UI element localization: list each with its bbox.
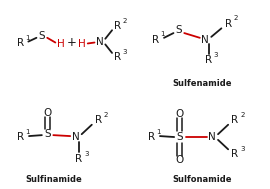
Text: S: S bbox=[39, 31, 45, 41]
Text: 2: 2 bbox=[104, 112, 108, 118]
Text: R: R bbox=[205, 56, 212, 65]
Text: N: N bbox=[201, 35, 209, 45]
Text: 1: 1 bbox=[156, 129, 161, 135]
Text: 1: 1 bbox=[160, 32, 165, 37]
Text: N: N bbox=[72, 132, 79, 142]
Text: 2: 2 bbox=[233, 15, 238, 21]
Text: R: R bbox=[152, 35, 159, 45]
Text: R: R bbox=[95, 115, 102, 125]
Text: R: R bbox=[17, 39, 24, 48]
Text: 3: 3 bbox=[214, 52, 218, 58]
Text: 3: 3 bbox=[240, 146, 245, 152]
Text: Sulfinamide: Sulfinamide bbox=[26, 175, 82, 184]
Text: H: H bbox=[57, 40, 65, 49]
Text: S: S bbox=[175, 25, 181, 35]
Text: O: O bbox=[176, 109, 184, 119]
Text: R: R bbox=[225, 19, 232, 29]
Text: Sulfonamide: Sulfonamide bbox=[173, 175, 232, 184]
Text: R: R bbox=[75, 154, 83, 164]
Text: O: O bbox=[176, 155, 184, 165]
Text: O: O bbox=[43, 108, 51, 118]
Text: Sulfenamide: Sulfenamide bbox=[173, 79, 232, 88]
Text: H: H bbox=[79, 40, 86, 49]
Text: +: + bbox=[67, 36, 76, 49]
Text: 1: 1 bbox=[25, 129, 30, 135]
Text: R: R bbox=[17, 132, 24, 142]
Text: R: R bbox=[114, 22, 121, 31]
Text: 3: 3 bbox=[123, 49, 127, 54]
Text: 2: 2 bbox=[123, 18, 127, 24]
Text: 3: 3 bbox=[84, 151, 89, 156]
Text: R: R bbox=[231, 149, 238, 159]
Text: 1: 1 bbox=[25, 35, 30, 41]
Text: R: R bbox=[231, 115, 238, 125]
Text: N: N bbox=[96, 37, 104, 46]
Text: R: R bbox=[114, 52, 121, 62]
Text: S: S bbox=[176, 132, 183, 142]
Text: R: R bbox=[148, 132, 155, 142]
Text: S: S bbox=[44, 129, 50, 139]
Text: N: N bbox=[208, 132, 216, 142]
Text: 2: 2 bbox=[240, 112, 245, 118]
